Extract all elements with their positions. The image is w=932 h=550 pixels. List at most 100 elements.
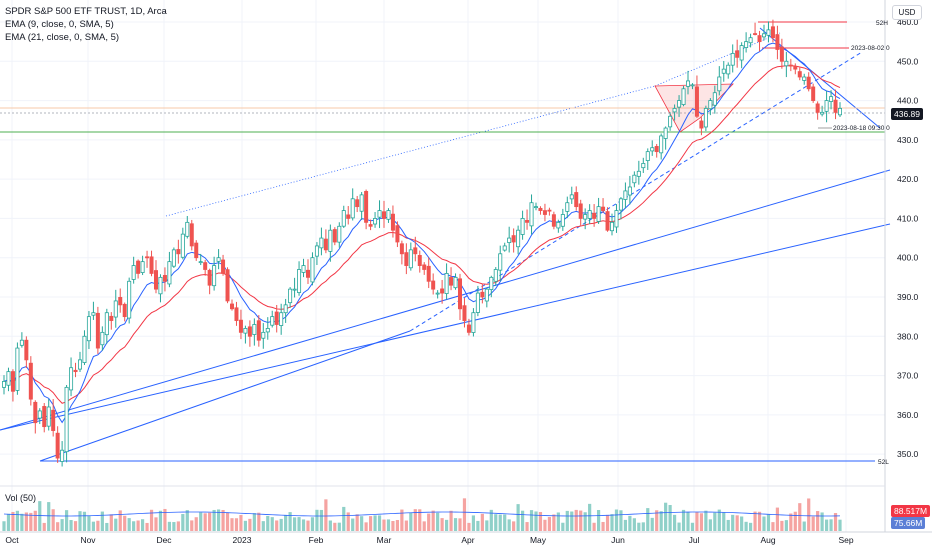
candle-body (180, 233, 185, 258)
volume-bar (699, 513, 704, 531)
candle-body (538, 207, 543, 211)
candle-body (668, 115, 673, 128)
volume-bar (512, 521, 516, 531)
candle-body (373, 218, 378, 225)
volume-bar (471, 515, 476, 531)
volume-bar (641, 522, 645, 531)
candle-body (632, 174, 637, 184)
trend-line-low (39, 330, 411, 462)
candle-body (323, 238, 328, 251)
candle-body (203, 262, 208, 270)
ema-lines (3, 42, 841, 424)
volume-bar (342, 506, 346, 531)
candle-body (654, 146, 659, 153)
candle-body (221, 259, 226, 274)
volume-bar (431, 510, 435, 531)
candle-body (136, 260, 141, 274)
candle-body (24, 339, 29, 361)
volume-badge-average: 75.66M (891, 517, 926, 529)
candle-body (19, 339, 24, 346)
candle-body (216, 257, 221, 262)
volume-bar (418, 509, 422, 531)
candle-body (350, 198, 355, 219)
volume-bar (802, 521, 806, 531)
candle-body (440, 288, 445, 294)
candle-body (310, 257, 315, 283)
volume-bar (592, 522, 596, 531)
volume-bar (543, 519, 547, 531)
volume-bar (628, 515, 632, 531)
volume-bar (534, 511, 538, 531)
candle-body (556, 221, 561, 229)
trend-line-dotted (165, 85, 656, 217)
x-tick-label: Nov (80, 535, 96, 545)
candle-body (829, 96, 834, 102)
candle-body (100, 331, 105, 346)
candle-body (95, 312, 100, 349)
candle-body (386, 210, 391, 220)
candle-body (565, 202, 570, 212)
candle-body (833, 99, 838, 113)
volume-bar (230, 518, 234, 531)
volume-bar (494, 514, 498, 531)
candle-body (534, 206, 539, 209)
candle-body (37, 410, 42, 419)
candle-body (753, 33, 758, 35)
candle-body (739, 45, 744, 61)
candle-body (283, 304, 288, 314)
candle-body (838, 108, 843, 116)
y-tick-label: 390.0 (897, 292, 919, 302)
volume-bar (467, 522, 471, 531)
candle-body (529, 202, 534, 227)
candle-body (775, 34, 780, 50)
volume-bar (69, 520, 73, 531)
volume-bar (766, 514, 771, 531)
candle-body (274, 311, 279, 325)
volume-bar (623, 519, 628, 531)
volume-bar (395, 520, 400, 531)
candle-body (569, 194, 574, 200)
volume-bar (498, 514, 502, 531)
candle-body (158, 276, 163, 295)
volume-bar (717, 509, 721, 531)
volume-bar (78, 511, 82, 531)
candle-body (337, 225, 342, 243)
candle-body (744, 41, 749, 48)
volume-label: Vol (50) (5, 493, 37, 503)
x-tick-label: Sep (838, 535, 853, 545)
candle-body (33, 401, 38, 424)
volume-bar (686, 512, 690, 531)
candle-body (444, 273, 449, 294)
candle-body (623, 190, 628, 200)
candle-body (359, 194, 364, 212)
currency-label[interactable]: USD (892, 5, 922, 20)
volume-bar (301, 519, 306, 531)
volume-bar (784, 520, 788, 531)
volume-bar (552, 514, 556, 531)
volume-bar (368, 516, 373, 531)
volume-bar (382, 519, 386, 531)
candle-body (252, 324, 257, 335)
volume-bar (140, 519, 145, 531)
volume-bar (292, 517, 297, 531)
volume-bar (529, 510, 534, 531)
candle-body (766, 29, 771, 36)
candle-body (413, 247, 418, 255)
x-tick-label: Apr (461, 535, 474, 545)
candle-body (516, 229, 521, 248)
x-tick-label: Jun (611, 535, 625, 545)
candle-body (390, 213, 395, 231)
candle-body (288, 288, 293, 304)
candle-body (131, 265, 136, 280)
candle-body (690, 84, 695, 87)
candle-body (641, 163, 646, 169)
volume-bar (149, 509, 154, 531)
candle-body (475, 292, 480, 313)
y-tick-label: 380.0 (897, 331, 919, 341)
y-tick-label: 450.0 (897, 56, 919, 66)
volume-bar (650, 517, 654, 531)
volume-bar (722, 512, 726, 531)
x-tick-label: Feb (309, 535, 324, 545)
